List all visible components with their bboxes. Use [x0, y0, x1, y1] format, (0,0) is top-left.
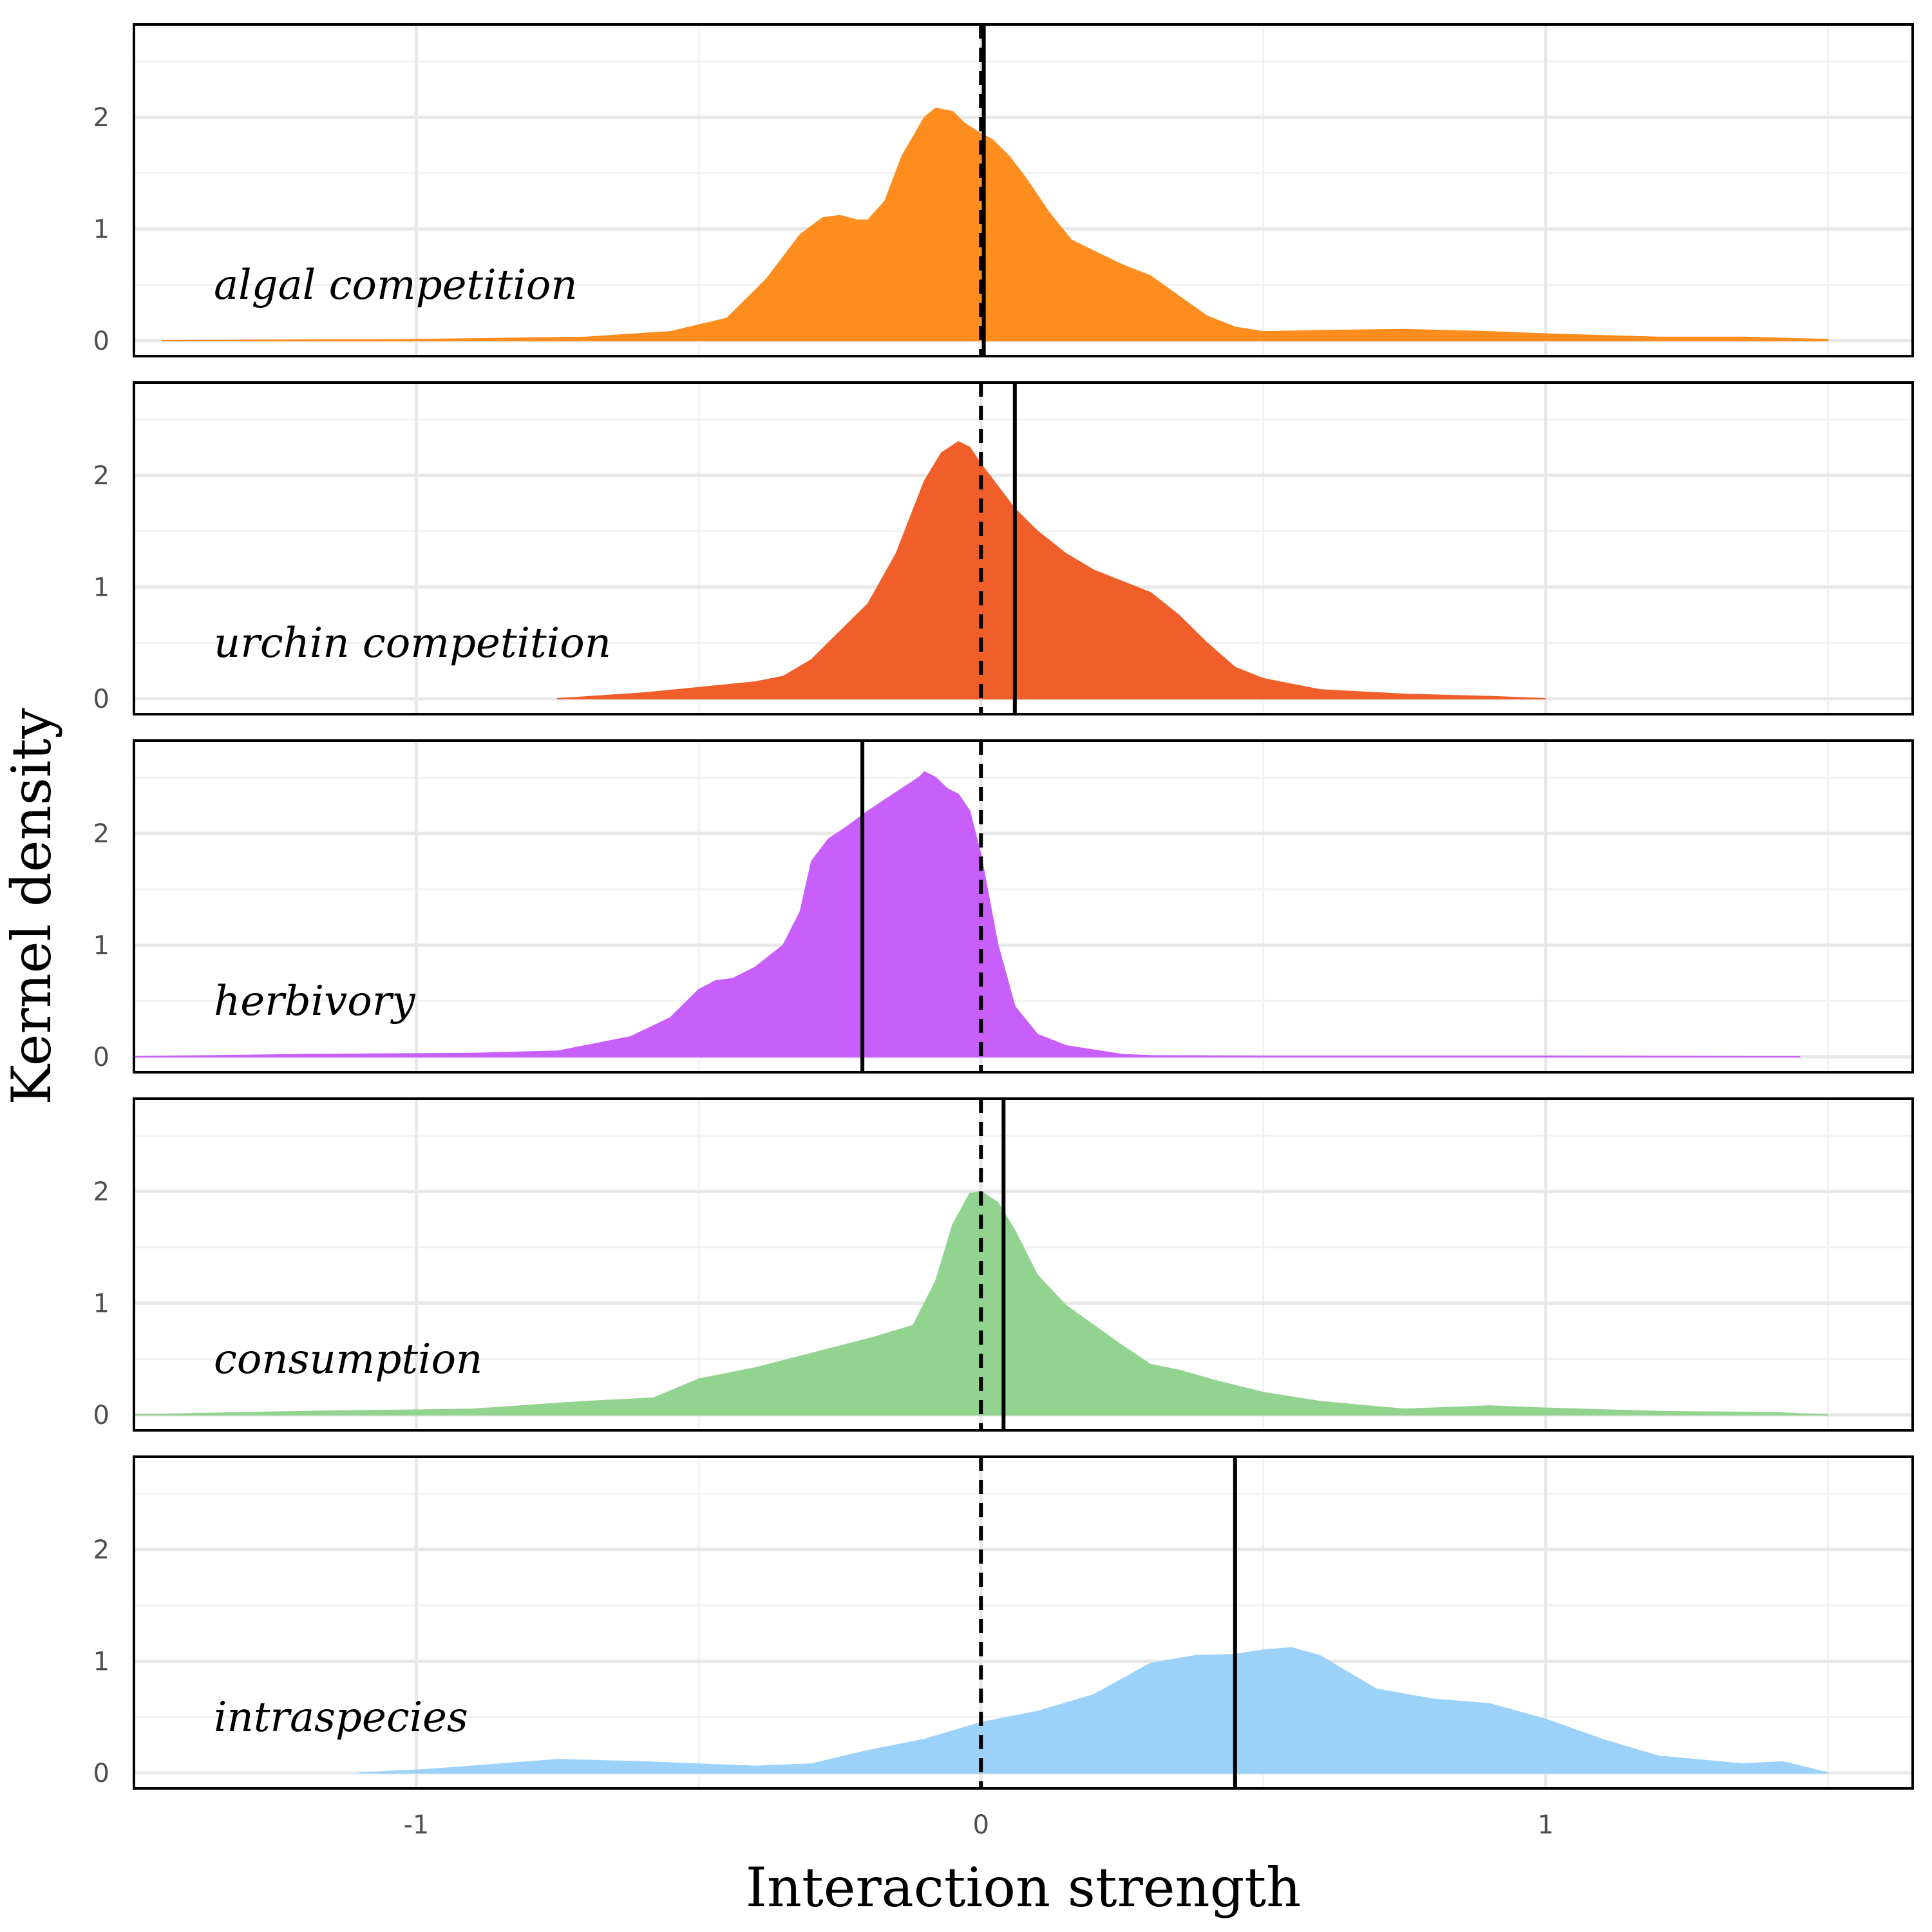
x-tick-label: 1 — [1537, 1810, 1553, 1840]
density-area — [161, 108, 1829, 341]
y-tick-label: 1 — [93, 931, 109, 961]
panel-border — [133, 1097, 1914, 1432]
panel-algal-competition: 0 1 2 algal competition — [93, 23, 1914, 357]
y-tick-label: 0 — [93, 1401, 109, 1430]
x-axis-title: Interaction strength — [746, 1856, 1301, 1919]
panel-label: herbivory — [214, 978, 415, 1025]
y-tick-label: 2 — [93, 1177, 109, 1207]
y-tick-label: 1 — [93, 1289, 109, 1319]
y-tick-label: 0 — [93, 327, 109, 356]
y-tick-label: 1 — [93, 573, 109, 603]
panel-border — [133, 23, 1914, 357]
x-axis: -1 0 1 — [403, 1810, 1553, 1840]
y-tick-label: 1 — [93, 215, 109, 245]
panel-label: consumption — [214, 1336, 482, 1383]
density-area — [133, 771, 1801, 1057]
y-tick-label: 0 — [93, 1759, 109, 1788]
x-tick-label: -1 — [403, 1810, 429, 1840]
density-area — [359, 1647, 1829, 1774]
panel-label: algal competition — [214, 261, 578, 309]
panel-consumption: 0 1 2 consumption — [93, 1097, 1914, 1432]
x-tick-label: 0 — [973, 1810, 989, 1840]
panel-label: urchin competition — [214, 620, 611, 667]
panel-border — [133, 381, 1914, 715]
panel-border — [133, 739, 1914, 1074]
y-tick-label: 2 — [93, 103, 109, 133]
y-tick-label: 2 — [93, 819, 109, 849]
y-tick-label: 0 — [93, 685, 109, 714]
y-axis-title: Kernel density — [0, 708, 63, 1105]
panel-label: intraspecies — [214, 1694, 468, 1741]
y-tick-label: 2 — [93, 1535, 109, 1565]
y-tick-label: 0 — [93, 1043, 109, 1072]
panel-urchin-competition: 0 1 2 urchin competition — [93, 381, 1914, 715]
panel-intraspecies: 0 1 2 intraspecies — [93, 1455, 1914, 1790]
density-area — [133, 1191, 1829, 1416]
panel-herbivory: 0 1 2 herbivory — [93, 739, 1914, 1074]
panel-border — [133, 1455, 1914, 1790]
y-tick-label: 1 — [93, 1647, 109, 1677]
density-area — [556, 441, 1547, 699]
y-tick-label: 2 — [93, 461, 109, 491]
panels-group: 0 1 2 algal competition 0 1 2 urchin competitio… — [93, 23, 1914, 1790]
